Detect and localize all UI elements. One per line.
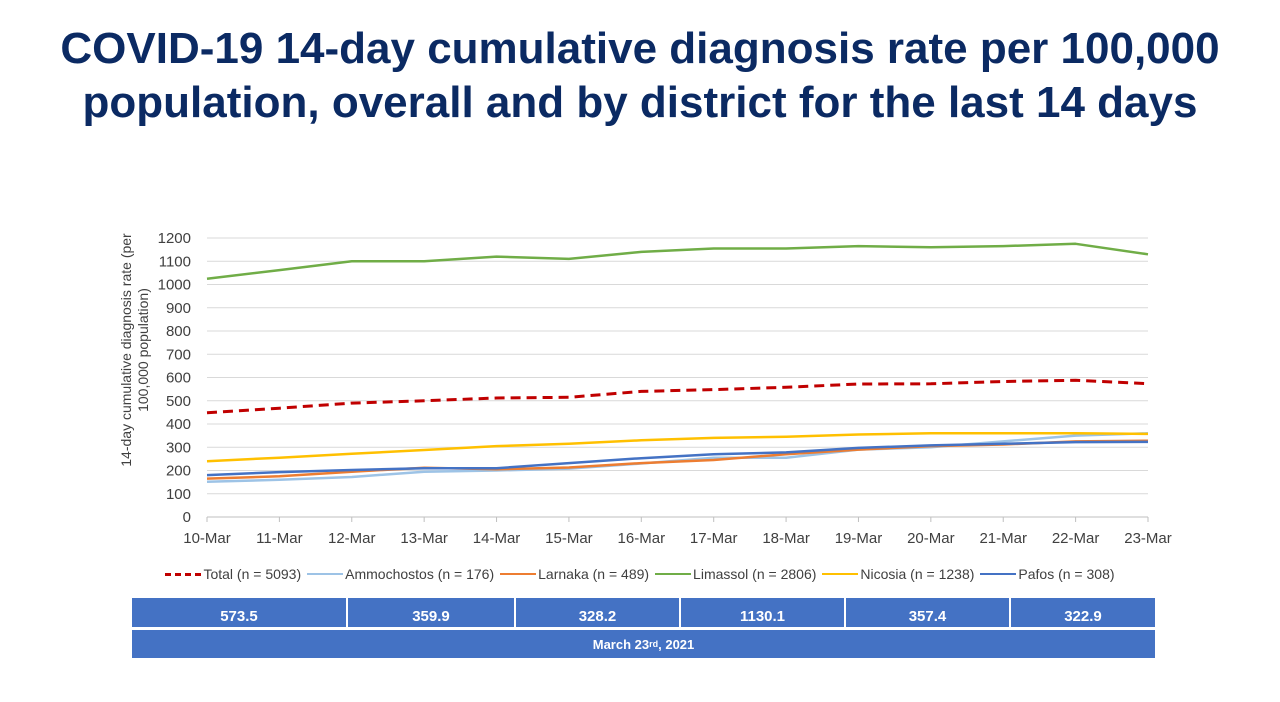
chart-legend: Total (n = 5093) Ammochostos (n = 176) Lar… [0,566,1280,582]
y-tick-label: 1200 [158,230,191,247]
y-tick-label: 900 [166,300,191,317]
y-axis-label-line-2: 100,000 population) [135,288,151,412]
x-tick-label: 15-Mar [545,530,593,547]
summary-value-ammochostos: 359.9 [348,598,516,627]
x-tick-label: 16-Mar [618,530,666,547]
legend-swatch [165,572,202,576]
legend-item: Limassol (n = 2806) [655,566,816,582]
series-line-total [206,378,1149,415]
summary-value-total: 573.5 [132,598,348,627]
summary-value-larnaka: 328.2 [516,598,681,627]
y-tick-label: 200 [166,463,191,480]
y-tick-label: 700 [166,346,191,363]
summary-value-limassol: 1130.1 [681,598,846,627]
y-tick-label: 500 [166,393,191,410]
legend-swatch [822,573,859,576]
summary-value-pafos: 322.9 [1011,598,1155,627]
legend-label: Larnaka (n = 489) [538,566,650,582]
y-tick-label: 100 [166,486,191,503]
x-tick-label: 23-Mar [1124,530,1172,547]
y-tick-label: 300 [166,439,191,456]
x-tick-label: 14-Mar [473,530,521,547]
y-tick-label: 800 [166,323,191,340]
y-tick-label: 1000 [158,277,191,294]
date-rest: , 2021 [658,636,695,652]
series-line-pafos [206,440,1149,477]
legend-label: Nicosia (n = 1238) [860,566,975,582]
y-axis-ticks: 0 100 200 300 400 500 600 700 800 900 1000 1100 1200 [158,230,191,526]
x-axis-ticks: 10-Mar 11-Mar 12-Mar 13-Mar 14-Mar 15-Mar 16-M… [183,517,1172,547]
x-tick-label: 11-Mar [256,530,302,547]
summary-value-nicosia: 357.4 [846,598,1011,627]
x-tick-label: 10-Mar [183,530,231,547]
y-tick-label: 400 [166,416,191,433]
y-tick-label: 0 [183,509,191,526]
grid-lines [207,237,1148,518]
chart-title: COVID-19 14-day cumulative diagnosis rat… [0,22,1280,130]
date-prefix: March 23 [592,636,650,652]
series-line-ammochostos [206,432,1149,483]
legend-label: Limassol (n = 2806) [693,566,817,582]
legend-swatch [500,573,537,576]
x-tick-label: 12-Mar [328,530,376,547]
summary-values-row: 573.5 359.9 328.2 1130.1 357.4 322.9 [132,598,1155,627]
legend-label: Pafos (n = 308) [1018,566,1115,582]
legend-item: Nicosia (n = 1238) [822,566,974,582]
title-line-1: COVID-19 14-day cumulative diagnosis rat… [60,24,1220,73]
legend-item: Ammochostos (n = 176) [307,566,494,582]
legend-item: Larnaka (n = 489) [500,566,649,582]
series-line-limassol [206,242,1149,280]
y-tick-label: 1100 [159,253,191,270]
y-axis-label-line-1: 14-day cumulative diagnosis rate (per [118,233,134,467]
x-tick-label: 19-Mar [835,530,883,547]
legend-item: Total (n = 5093) [165,566,301,582]
legend-swatch [980,573,1017,576]
series-lines [206,242,1149,483]
x-tick-label: 22-Mar [1052,530,1100,547]
x-tick-label: 17-Mar [690,530,738,547]
legend-label: Ammochostos (n = 176) [345,566,495,582]
x-tick-label: 18-Mar [762,530,810,547]
legend-label: Total (n = 5093) [203,566,302,582]
x-tick-label: 13-Mar [400,530,448,547]
legend-item: Pafos (n = 308) [980,566,1115,582]
legend-swatch [307,573,344,576]
series-line-nicosia [206,432,1149,463]
x-tick-label: 20-Mar [907,530,955,547]
y-tick-label: 600 [166,370,191,387]
title-line-2: population, overall and by district for … [82,78,1198,127]
x-tick-label: 21-Mar [979,530,1027,547]
legend-swatch [655,573,692,576]
date-ordinal-suffix: rd [649,639,659,649]
